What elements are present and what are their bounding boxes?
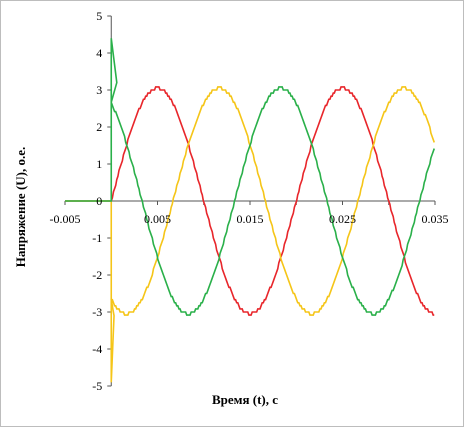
y-tick-label: -1	[92, 231, 102, 245]
tick-labels: 5 4 3 2 1 0 -1 -2 -3 -4 -5 -0.005 0.005 0.015 0.025 0.0…	[50, 9, 449, 393]
x-tick-label: 0.005	[144, 212, 171, 226]
x-tick-label: -0.005	[50, 212, 81, 226]
series-layer	[65, 38, 436, 383]
axes	[64, 15, 436, 387]
y-tick-label: -5	[92, 379, 102, 393]
y-tick-label: 5	[96, 9, 102, 23]
series-line-2	[65, 86, 436, 383]
x-axis-title: Время (t), с	[212, 392, 278, 407]
y-tick-label: -3	[92, 305, 102, 319]
y-tick-label: 4	[96, 46, 102, 60]
y-tick-label: 0	[96, 194, 102, 208]
y-tick-label: -2	[92, 268, 102, 282]
y-tick-label: 2	[96, 120, 102, 134]
y-axis-title: Напряжение (U), о.е.	[13, 147, 28, 268]
x-tick-label: 0.035	[422, 212, 449, 226]
y-tick-label: 1	[96, 157, 102, 171]
y-tick-label: -4	[92, 342, 102, 356]
series-line-1	[65, 86, 435, 316]
x-tick-label: 0.025	[329, 212, 356, 226]
y-tick-label: 3	[96, 83, 102, 97]
series-line-3	[65, 38, 436, 316]
x-tick-label: 0.015	[237, 212, 264, 226]
